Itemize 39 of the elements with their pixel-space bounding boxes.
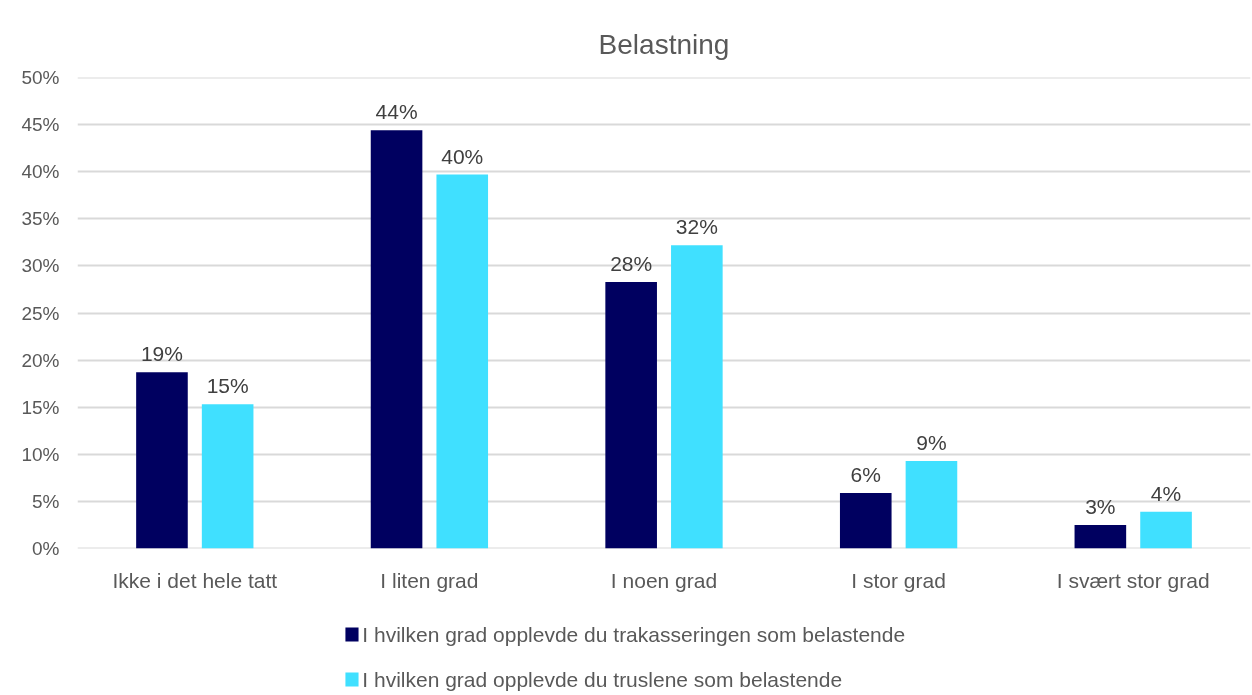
y-tick-label: 15%: [21, 396, 60, 418]
y-tick-label: 35%: [21, 208, 60, 230]
legend-label: I hvilken grad opplevde du trakasseringen som belastende: [362, 623, 906, 646]
data-label: 3%: [1085, 494, 1116, 518]
bar: [136, 372, 188, 549]
x-tick-label: I stor grad: [851, 568, 946, 592]
x-tick-label: I liten grad: [380, 568, 479, 592]
data-label: 6%: [850, 462, 881, 486]
y-tick-label: 0%: [32, 538, 60, 559]
data-label: 15%: [206, 374, 249, 398]
data-label: 4%: [1150, 481, 1182, 505]
data-label: 19%: [140, 342, 183, 366]
bar: [905, 460, 958, 549]
y-tick-label: 40%: [21, 161, 60, 183]
data-label: 28%: [610, 251, 653, 275]
y-tick-label: 20%: [21, 349, 60, 371]
bar: [436, 174, 489, 549]
y-tick-label: 5%: [32, 490, 60, 512]
data-label: 9%: [916, 430, 947, 454]
chart-title: Belastning: [598, 28, 730, 60]
y-tick-label: 10%: [21, 443, 60, 465]
data-label: 44%: [375, 100, 418, 124]
bar: [839, 492, 892, 549]
legend-label: I hvilken grad opplevde du truslene som belastende: [362, 668, 843, 691]
bar: [671, 245, 723, 549]
y-tick-label: 30%: [21, 255, 60, 277]
x-tick-label: Ikke i det hele tatt: [112, 568, 278, 592]
bar: [605, 281, 657, 549]
y-tick-label: 25%: [21, 302, 60, 324]
y-tick-label: 50%: [21, 67, 60, 88]
x-tick-label: I svært stor grad: [1056, 568, 1210, 592]
y-tick-label: 45%: [21, 114, 60, 136]
bar: [1074, 524, 1127, 549]
bar: [1140, 511, 1192, 549]
data-label: 32%: [675, 215, 718, 239]
x-tick-label: I noen grad: [610, 568, 718, 592]
data-label: 40%: [441, 144, 484, 168]
bar: [370, 130, 423, 549]
bar: [201, 404, 254, 549]
